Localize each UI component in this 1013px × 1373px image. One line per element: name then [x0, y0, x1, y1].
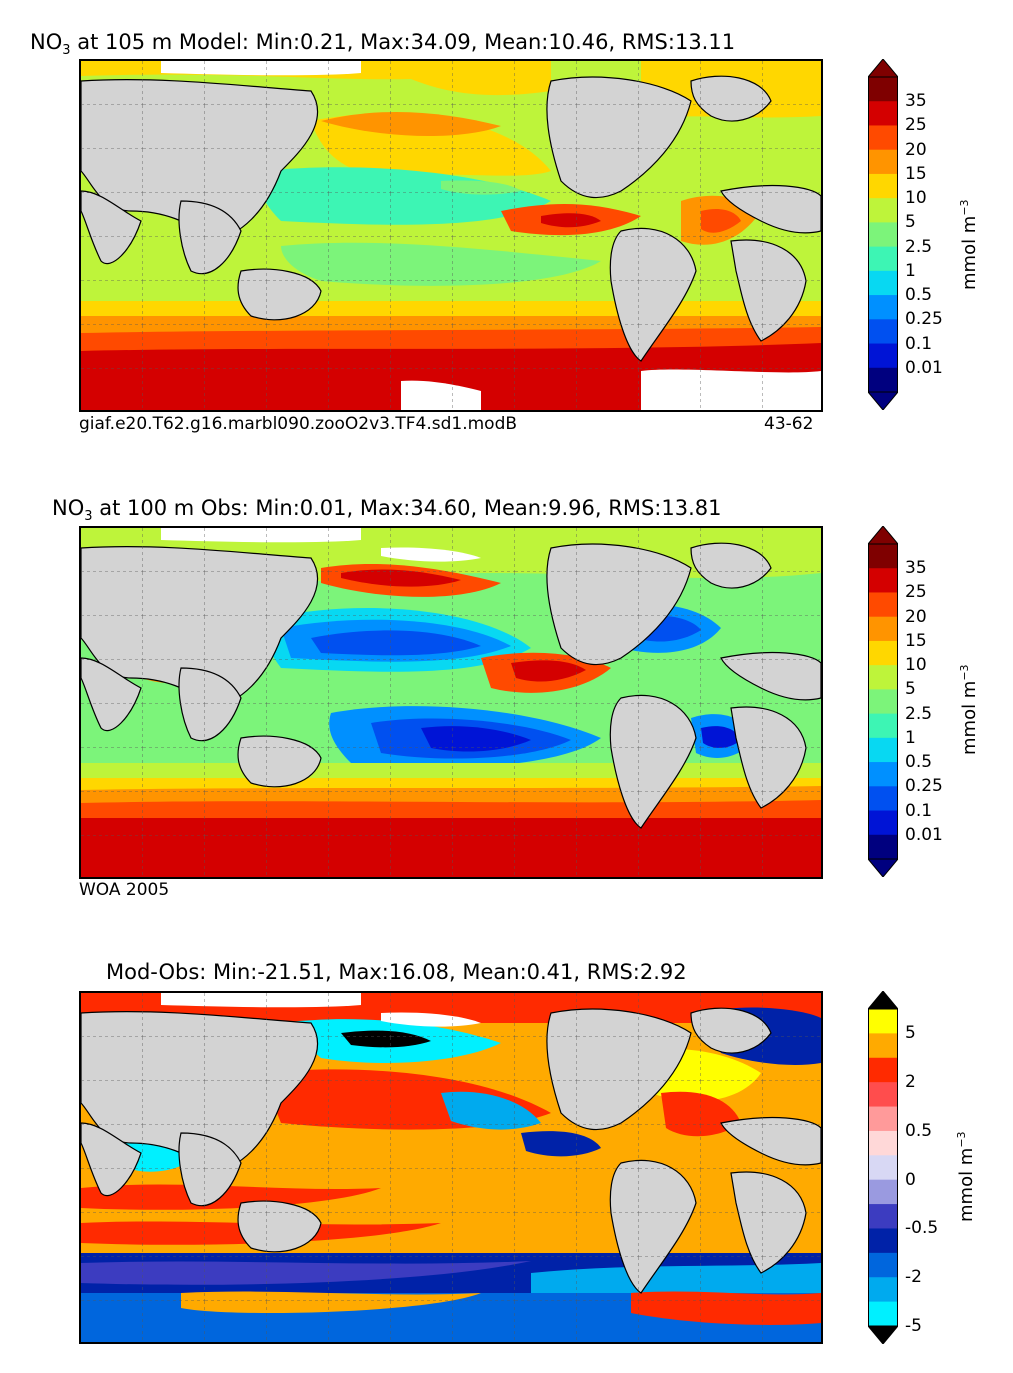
panel-3-colorbar — [866, 990, 900, 1345]
colorbar-max-arrow — [866, 990, 900, 1010]
colorbar-tick-label: 0.5 — [905, 285, 933, 306]
panel-2-colorbar-unit: mmol m−3 — [958, 664, 980, 755]
colorbar-swatch — [868, 1179, 898, 1205]
panel-2-map-observed — [79, 526, 823, 879]
colorbar-swatch — [868, 1106, 898, 1132]
colorbar-max-arrow — [866, 58, 900, 78]
colorbar-swatch — [868, 737, 898, 763]
colorbar-tick-label: -2 — [905, 1267, 922, 1288]
colorbar-swatch — [868, 270, 898, 296]
colorbar-swatch — [868, 77, 898, 102]
colorbar-tick-label: 10 — [905, 188, 927, 209]
colorbar-tick-label: 5 — [905, 212, 916, 233]
colorbar-swatch — [868, 689, 898, 715]
colorbar-swatch — [868, 1204, 898, 1229]
colorbar-tick-label: -0.5 — [905, 1218, 939, 1239]
panel-1-colorbar-swatches — [866, 58, 900, 411]
colorbar-tick-label: -5 — [905, 1316, 922, 1336]
colorbar-tick-label: 35 — [905, 558, 927, 579]
colorbar-swatch — [868, 568, 898, 593]
colorbar-swatch — [868, 592, 898, 618]
panel-2-colorbar-swatches — [866, 525, 900, 878]
colorbar-swatch — [868, 1277, 898, 1303]
colorbar-tick-label: 0.5 — [905, 1120, 933, 1141]
colorbar-swatch — [868, 1252, 898, 1278]
colorbar-tick-label: 20 — [905, 606, 927, 627]
panel-1-colorbar-unit: mmol m−3 — [958, 199, 980, 290]
colorbar-swatch — [868, 640, 898, 666]
colorbar-swatch — [868, 1009, 898, 1034]
colorbar-swatch — [868, 295, 898, 320]
panel-3-colorbar-swatches — [866, 990, 900, 1345]
colorbar-tick-label: 1 — [905, 727, 916, 748]
colorbar-min-arrow — [866, 858, 900, 878]
colorbar-tick-label: 0.01 — [905, 824, 943, 845]
colorbar-swatch — [868, 834, 898, 860]
colorbar-swatch — [868, 1155, 898, 1181]
colorbar-swatch — [868, 1033, 898, 1059]
colorbar-swatch — [868, 343, 898, 369]
colorbar-swatch — [868, 101, 898, 126]
colorbar-swatch — [868, 762, 898, 787]
colorbar-tick-label: 2.5 — [905, 236, 933, 257]
panel-1-years: 43-62 — [764, 414, 814, 434]
colorbar-swatch — [868, 149, 898, 175]
colorbar-tick-label: 25 — [905, 115, 927, 136]
colorbar-tick-label: 20 — [905, 139, 927, 160]
colorbar-swatch — [868, 713, 898, 739]
colorbar-tick-label: 0.25 — [905, 309, 943, 330]
colorbar-swatch — [868, 786, 898, 812]
panel-1-colorbar — [866, 58, 900, 411]
colorbar-min-arrow — [866, 1325, 900, 1345]
colorbar-tick-label: 2 — [905, 1072, 916, 1093]
panel-3-map-difference — [79, 991, 823, 1344]
colorbar-swatch — [868, 246, 898, 272]
colorbar-swatch — [868, 1130, 898, 1156]
colorbar-swatch — [868, 544, 898, 569]
colorbar-tick-label: 5 — [905, 679, 916, 700]
panel-2-title: NO3 at 100 m Obs: Min:0.01, Max:34.60, M… — [52, 496, 722, 525]
panel-3-title: Mod-Obs: Min:-21.51, Max:16.08, Mean:0.4… — [106, 960, 687, 984]
panel-3-colorbar-unit: mmol m−3 — [955, 1131, 977, 1222]
colorbar-swatch — [868, 319, 898, 345]
colorbar-tick-label: 0.1 — [905, 800, 933, 821]
colorbar-swatch — [868, 1228, 898, 1254]
colorbar-tick-label: 2.5 — [905, 703, 933, 724]
colorbar-swatch — [868, 1082, 898, 1108]
colorbar-swatch — [868, 1057, 898, 1083]
colorbar-min-arrow — [866, 391, 900, 411]
colorbar-tick-label: 0.25 — [905, 776, 943, 797]
colorbar-tick-label: 0.01 — [905, 357, 943, 378]
panel-1-title: NO3 at 105 m Model: Min:0.21, Max:34.09,… — [30, 30, 736, 59]
colorbar-tick-label: 35 — [905, 91, 927, 112]
colorbar-tick-label: 15 — [905, 630, 927, 651]
panel-1-case-name: giaf.e20.T62.g16.marbl090.zooO2v3.TF4.sd… — [79, 414, 518, 434]
colorbar-tick-label: 0.5 — [905, 752, 933, 773]
colorbar-swatch — [868, 616, 898, 642]
colorbar-swatch — [868, 1301, 898, 1327]
colorbar-swatch — [868, 222, 898, 248]
colorbar-tick-label: 5 — [905, 1023, 916, 1044]
panel-2-source: WOA 2005 — [79, 880, 170, 900]
colorbar-max-arrow — [866, 525, 900, 545]
colorbar-swatch — [868, 665, 898, 690]
colorbar-swatch — [868, 810, 898, 836]
colorbar-tick-label: 15 — [905, 163, 927, 184]
colorbar-tick-label: 0.1 — [905, 333, 933, 354]
colorbar-tick-label: 1 — [905, 260, 916, 281]
colorbar-swatch — [868, 198, 898, 223]
colorbar-swatch — [868, 125, 898, 151]
colorbar-swatch — [868, 367, 898, 393]
colorbar-tick-label: 25 — [905, 582, 927, 603]
panel-2-colorbar — [866, 525, 900, 878]
colorbar-swatch — [868, 173, 898, 199]
colorbar-tick-label: 0 — [905, 1169, 916, 1190]
colorbar-tick-label: 10 — [905, 655, 927, 676]
panel-1-map-model — [79, 59, 823, 412]
